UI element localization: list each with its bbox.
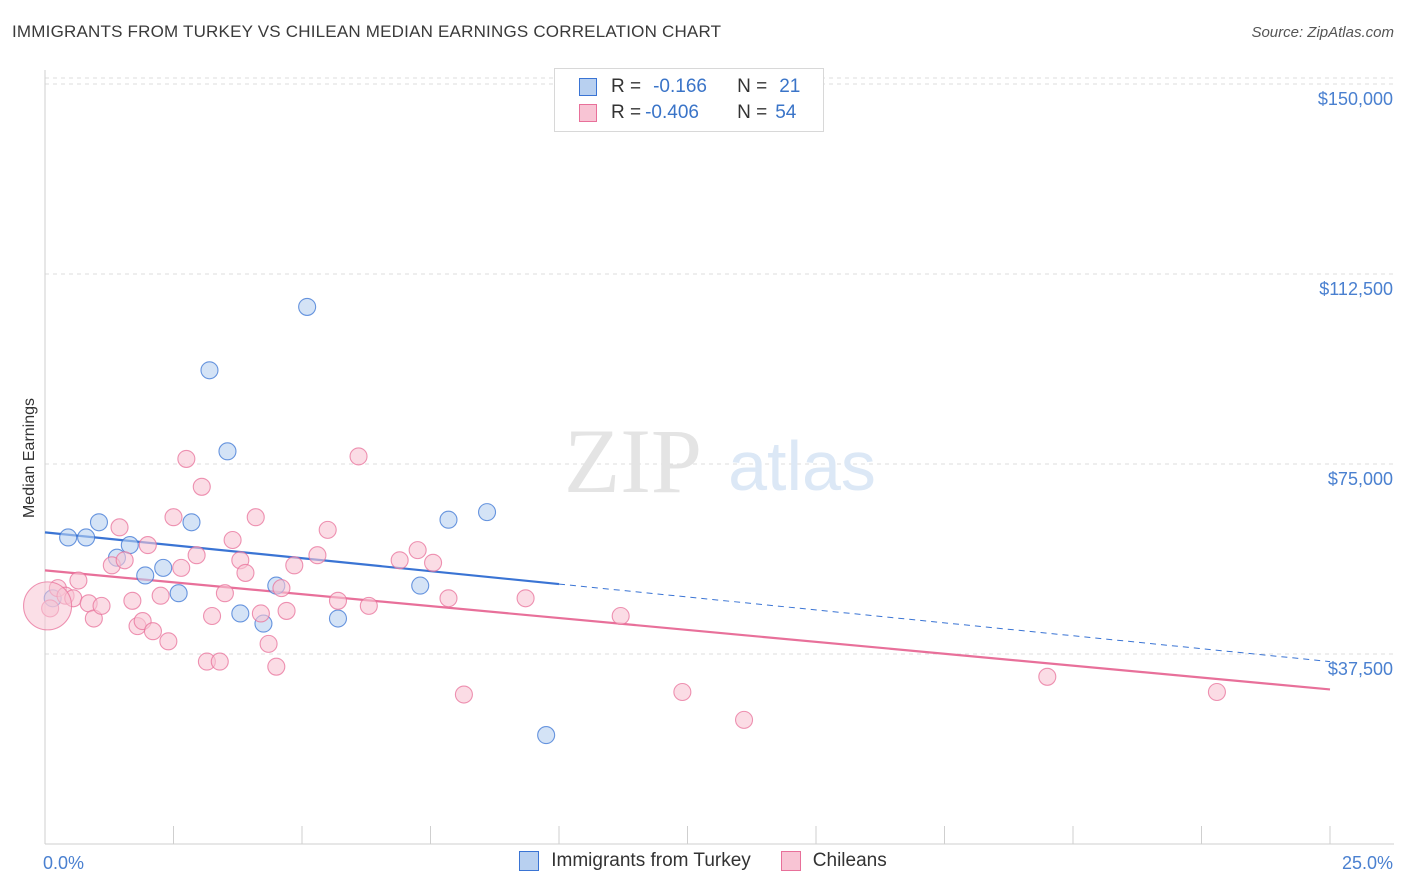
chilean-point (69, 571, 88, 590)
chilean-point (203, 606, 222, 626)
chilean-point (424, 553, 443, 572)
turkey-point (120, 536, 139, 555)
x-tick-label: 0.0% (43, 853, 84, 873)
turkey-point (59, 528, 78, 547)
chilean-point (177, 449, 196, 468)
chilean-point (1038, 667, 1057, 686)
chilean-point (151, 586, 170, 605)
chart-title: IMMIGRANTS FROM TURKEY VS CHILEAN MEDIAN… (12, 22, 722, 41)
turkey-point (439, 510, 458, 529)
chilean-point (516, 589, 535, 608)
chilean-point (734, 710, 754, 729)
turkey-point (298, 297, 317, 316)
series-legend: Immigrants from Turkey Chileans (0, 850, 1406, 872)
legend-n-label: N = (737, 76, 768, 97)
watermark: ZIP atlas (564, 410, 876, 512)
chilean-point (272, 579, 291, 598)
chilean-point (123, 591, 142, 610)
legend-n-label: N = (737, 102, 768, 123)
legend-swatch-blue (519, 851, 540, 871)
legend-r-label: R = (611, 102, 642, 123)
tick-labels: $37,500 $75,000 $112,500 $150,000 0.0% 25.0% (43, 89, 1393, 873)
legend-swatch-blue (579, 78, 597, 96)
chilean-point (267, 657, 286, 676)
chilean-point (349, 447, 368, 466)
turkey-point (154, 558, 173, 577)
turkey-point (89, 513, 109, 532)
chilean-point (159, 632, 178, 651)
turkey-point (182, 513, 201, 532)
chilean-point (92, 596, 111, 615)
chilean-point (23, 581, 73, 631)
chilean-point (115, 551, 134, 570)
y-tick-label: $37,500 (1328, 659, 1393, 679)
chilean-point (223, 530, 242, 550)
stats-legend: R = -0.166 N = 21 R = -0.406 N = 54 (554, 68, 824, 132)
legend-label-turkey: Immigrants from Turkey (551, 850, 751, 871)
y-tick-label: $112,500 (1319, 279, 1393, 299)
legend-n-value: 54 (775, 102, 797, 123)
chilean-point (318, 520, 337, 539)
turkey-point (136, 566, 155, 585)
chilean-point (210, 652, 229, 671)
chilean-point (673, 682, 692, 702)
chilean-point (611, 606, 630, 626)
x-tick-label: 25.0% (1342, 853, 1393, 873)
turkey-point (218, 442, 237, 461)
data-points (23, 297, 1226, 745)
chilean-point (259, 634, 278, 653)
chilean-point (454, 685, 473, 704)
chilean-point (246, 508, 265, 527)
chilean-point (285, 556, 304, 575)
axes (44, 70, 1394, 845)
chilean-point (390, 551, 409, 570)
chilean-point (172, 558, 191, 577)
chilean-point (138, 536, 157, 555)
turkey-point (537, 726, 556, 745)
turkey-point (169, 584, 188, 603)
chilean-point (192, 477, 211, 496)
legend-swatch-pink (780, 851, 801, 871)
chilean-point (439, 589, 458, 608)
legend-row-chileans: R = -0.406 N = 54 (579, 100, 796, 126)
chilean-point (328, 591, 348, 610)
chilean-point (187, 546, 206, 565)
turkey-point (200, 361, 219, 380)
chilean-point (143, 622, 162, 641)
chilean-point (1207, 682, 1226, 702)
legend-row-turkey: R = -0.166 N = 21 (579, 74, 800, 100)
y-tick-label: $75,000 (1328, 469, 1393, 489)
chilean-trend-line (44, 569, 1331, 691)
turkey-point (231, 604, 250, 623)
legend-r-value: -0.166 (653, 76, 707, 97)
legend-label-chileans: Chileans (812, 850, 887, 871)
chilean-point (110, 518, 129, 537)
turkey-trend-extension (558, 583, 1331, 663)
watermark-atlas: atlas (728, 427, 876, 505)
turkey-point (477, 503, 497, 522)
chilean-point (277, 601, 296, 620)
turkey-point (77, 528, 96, 547)
turkey-point (328, 609, 348, 628)
chilean-point (236, 563, 255, 582)
legend-item-chileans: Chileans (780, 850, 887, 872)
turkey-point (411, 576, 430, 595)
chilean-point (164, 508, 183, 527)
y-tick-label: $150,000 (1318, 89, 1393, 109)
source-label: Source: ZipAtlas.com (1251, 24, 1394, 41)
legend-item-turkey: Immigrants from Turkey (519, 850, 751, 872)
chilean-point (359, 596, 378, 615)
chilean-point (308, 546, 327, 565)
legend-n-value: 21 (779, 76, 801, 97)
legend-r-label: R = (611, 76, 642, 97)
chilean-point (251, 604, 270, 623)
legend-r-value: -0.406 (645, 102, 699, 123)
chilean-point (408, 541, 427, 560)
legend-swatch-pink (579, 104, 597, 122)
y-axis-label: Median Earnings (21, 398, 38, 518)
chilean-point (215, 584, 234, 603)
watermark-zip: ZIP (564, 410, 702, 512)
